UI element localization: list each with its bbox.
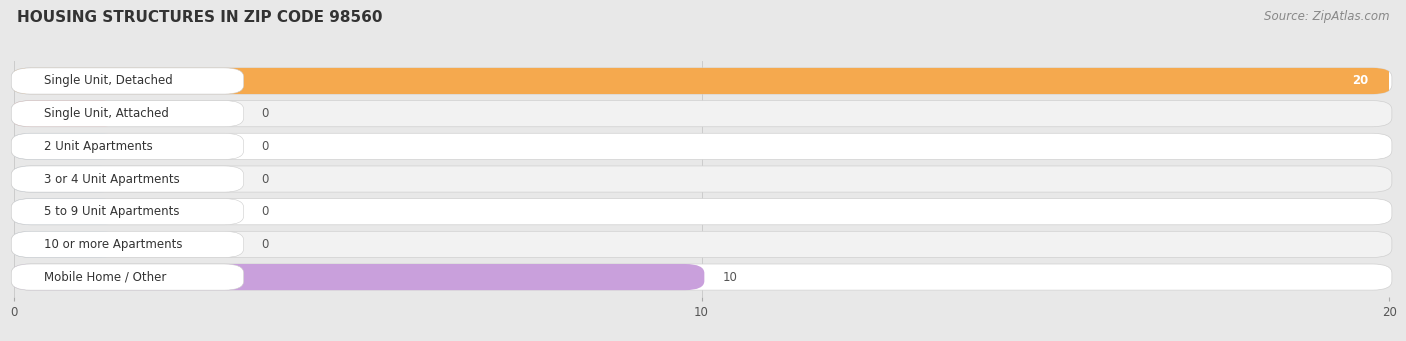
Text: 0: 0	[262, 173, 269, 186]
FancyBboxPatch shape	[11, 231, 120, 257]
FancyBboxPatch shape	[11, 231, 1392, 257]
FancyBboxPatch shape	[11, 101, 243, 127]
Text: 20: 20	[1353, 74, 1368, 88]
Text: Mobile Home / Other: Mobile Home / Other	[44, 270, 166, 284]
FancyBboxPatch shape	[11, 166, 1392, 192]
FancyBboxPatch shape	[11, 198, 120, 225]
Text: Source: ZipAtlas.com: Source: ZipAtlas.com	[1264, 10, 1389, 23]
Text: 10 or more Apartments: 10 or more Apartments	[44, 238, 181, 251]
FancyBboxPatch shape	[11, 198, 243, 225]
Text: 0: 0	[262, 107, 269, 120]
Text: 2 Unit Apartments: 2 Unit Apartments	[44, 140, 152, 153]
FancyBboxPatch shape	[11, 101, 1392, 127]
FancyBboxPatch shape	[11, 166, 243, 192]
FancyBboxPatch shape	[11, 231, 243, 257]
Text: 10: 10	[723, 270, 737, 284]
FancyBboxPatch shape	[11, 68, 1392, 94]
Text: HOUSING STRUCTURES IN ZIP CODE 98560: HOUSING STRUCTURES IN ZIP CODE 98560	[17, 10, 382, 25]
FancyBboxPatch shape	[11, 133, 243, 159]
Text: 0: 0	[262, 238, 269, 251]
FancyBboxPatch shape	[11, 198, 1392, 225]
FancyBboxPatch shape	[11, 264, 243, 290]
Text: 5 to 9 Unit Apartments: 5 to 9 Unit Apartments	[44, 205, 179, 218]
FancyBboxPatch shape	[11, 68, 1392, 94]
Text: 0: 0	[262, 205, 269, 218]
FancyBboxPatch shape	[11, 101, 120, 127]
FancyBboxPatch shape	[11, 133, 120, 159]
FancyBboxPatch shape	[11, 133, 1392, 159]
Text: 3 or 4 Unit Apartments: 3 or 4 Unit Apartments	[44, 173, 180, 186]
FancyBboxPatch shape	[11, 264, 1392, 290]
FancyBboxPatch shape	[11, 166, 120, 192]
Text: Single Unit, Detached: Single Unit, Detached	[44, 74, 173, 88]
Text: Single Unit, Attached: Single Unit, Attached	[44, 107, 169, 120]
FancyBboxPatch shape	[11, 68, 243, 94]
FancyBboxPatch shape	[11, 264, 704, 290]
Text: 0: 0	[262, 140, 269, 153]
